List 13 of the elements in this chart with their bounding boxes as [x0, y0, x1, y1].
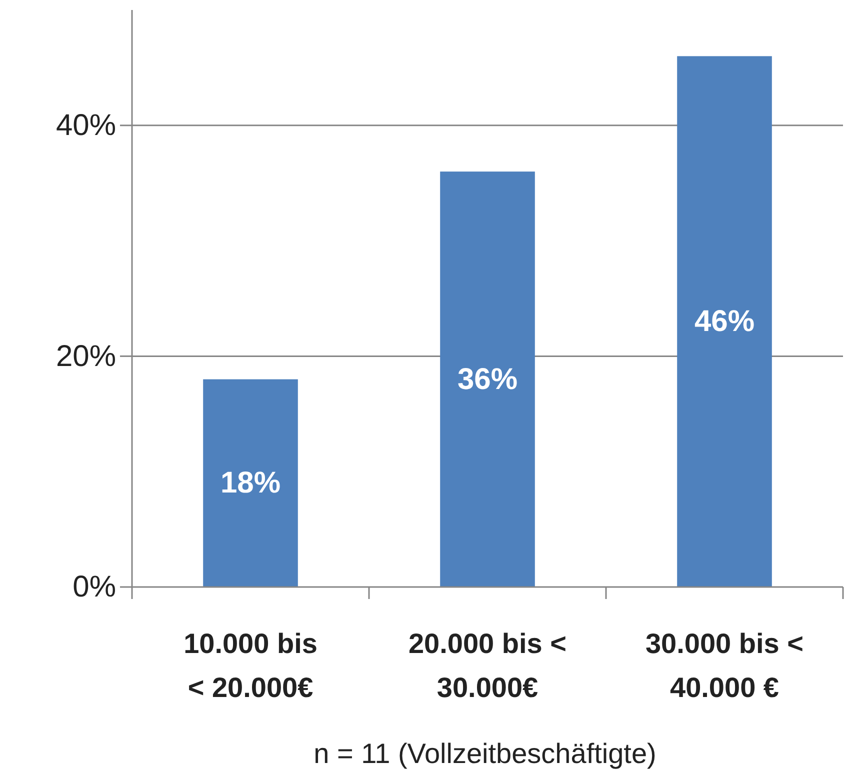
x-tick-label: 30.000 bis < 40.000 €: [645, 628, 804, 703]
bar: [677, 56, 772, 587]
data-label: 18%: [220, 466, 281, 500]
bar: [440, 172, 535, 587]
bar: [203, 379, 298, 587]
text: n = 11 (Vollzeitbeschäftigte): [314, 738, 656, 769]
y-tick-label: 20%: [56, 340, 116, 373]
y-tick-label: 40%: [56, 109, 116, 142]
data-label: 36%: [457, 362, 518, 396]
x-tick-label: 20.000 bis < 30.000€: [408, 628, 567, 703]
data-label: 46%: [694, 305, 755, 338]
y-tick-label: 0%: [72, 570, 116, 604]
x-tick-label: 10.000 bis < 20.000€: [184, 628, 318, 703]
